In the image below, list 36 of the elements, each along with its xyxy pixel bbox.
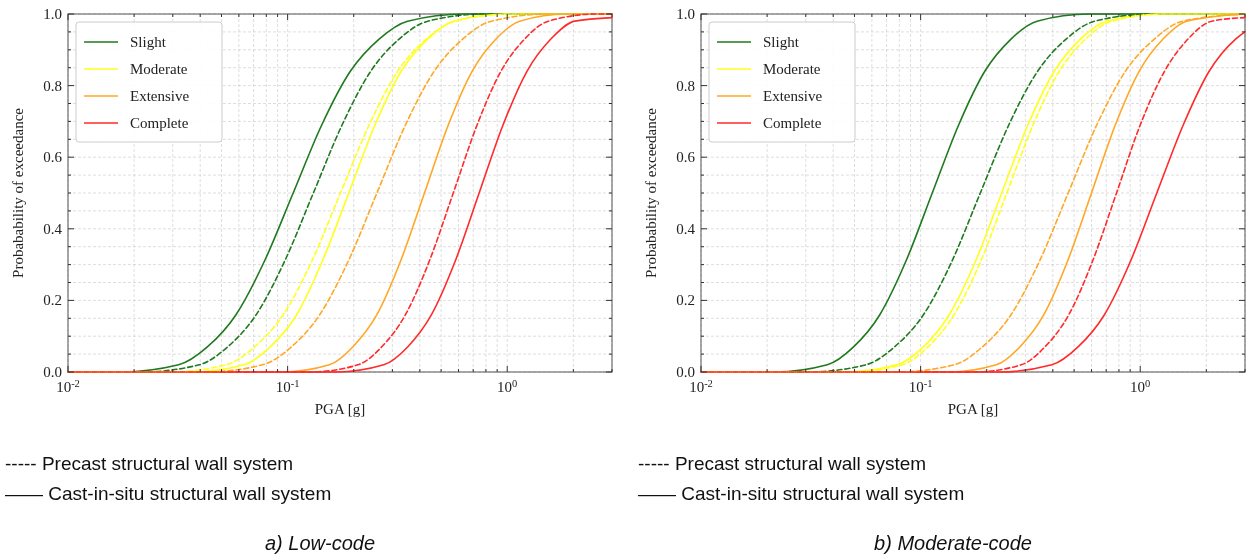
y-tick-label: 0.0 [43, 364, 62, 380]
y-tick-label: 0.8 [43, 77, 62, 94]
x-axis-title: PGA [g] [947, 401, 999, 417]
y-tick-label: 0.2 [676, 292, 695, 309]
x-tick-label: 10$^{-2}$ [56, 377, 80, 395]
legend-label: Complete [130, 115, 189, 131]
y-tick-label: 1.0 [676, 6, 695, 22]
x-tick-label: 10$^{-1}$ [275, 377, 300, 395]
text: ----- Precast structural wall system [638, 453, 927, 474]
y-tick-label: 0.0 [676, 364, 695, 380]
legend-label: Slight [130, 34, 167, 50]
text: a) Low-code [264, 532, 376, 554]
legend-label: Extensive [130, 88, 190, 104]
legend-label: Slight [763, 34, 800, 50]
y-axis-title: Probabability of exceedance [643, 107, 659, 278]
y-tick-label: 0.2 [43, 292, 62, 309]
legend-label: Complete [763, 115, 822, 131]
legend-label: Extensive [763, 88, 823, 104]
y-tick-label: 0.6 [43, 149, 63, 166]
text: ----- Precast structural wall system [5, 453, 294, 474]
y-tick-label: 0.6 [676, 149, 696, 166]
y-tick-label: 0.4 [43, 220, 63, 237]
legend-label: Moderate [763, 61, 821, 77]
x-tick-label: 10$^{-1}$ [908, 377, 933, 395]
y-tick-label: 0.8 [676, 77, 695, 94]
x-axis-title: PGA [g] [314, 401, 366, 417]
text: —— Cast-in-situ structural wall system [5, 483, 332, 504]
x-tick-label: 10$^{-2}$ [689, 377, 713, 395]
x-tick-label: 10$^{0}$ [497, 377, 518, 395]
y-tick-label: 0.4 [676, 220, 696, 237]
text: b) Moderate-code [874, 532, 1032, 554]
text: —— Cast-in-situ structural wall system [638, 483, 965, 504]
y-axis-title: Probabability of exceedance [10, 107, 26, 278]
legend-label: Moderate [130, 61, 188, 77]
x-tick-label: 10$^{0}$ [1130, 377, 1151, 395]
y-tick-label: 1.0 [43, 6, 62, 22]
